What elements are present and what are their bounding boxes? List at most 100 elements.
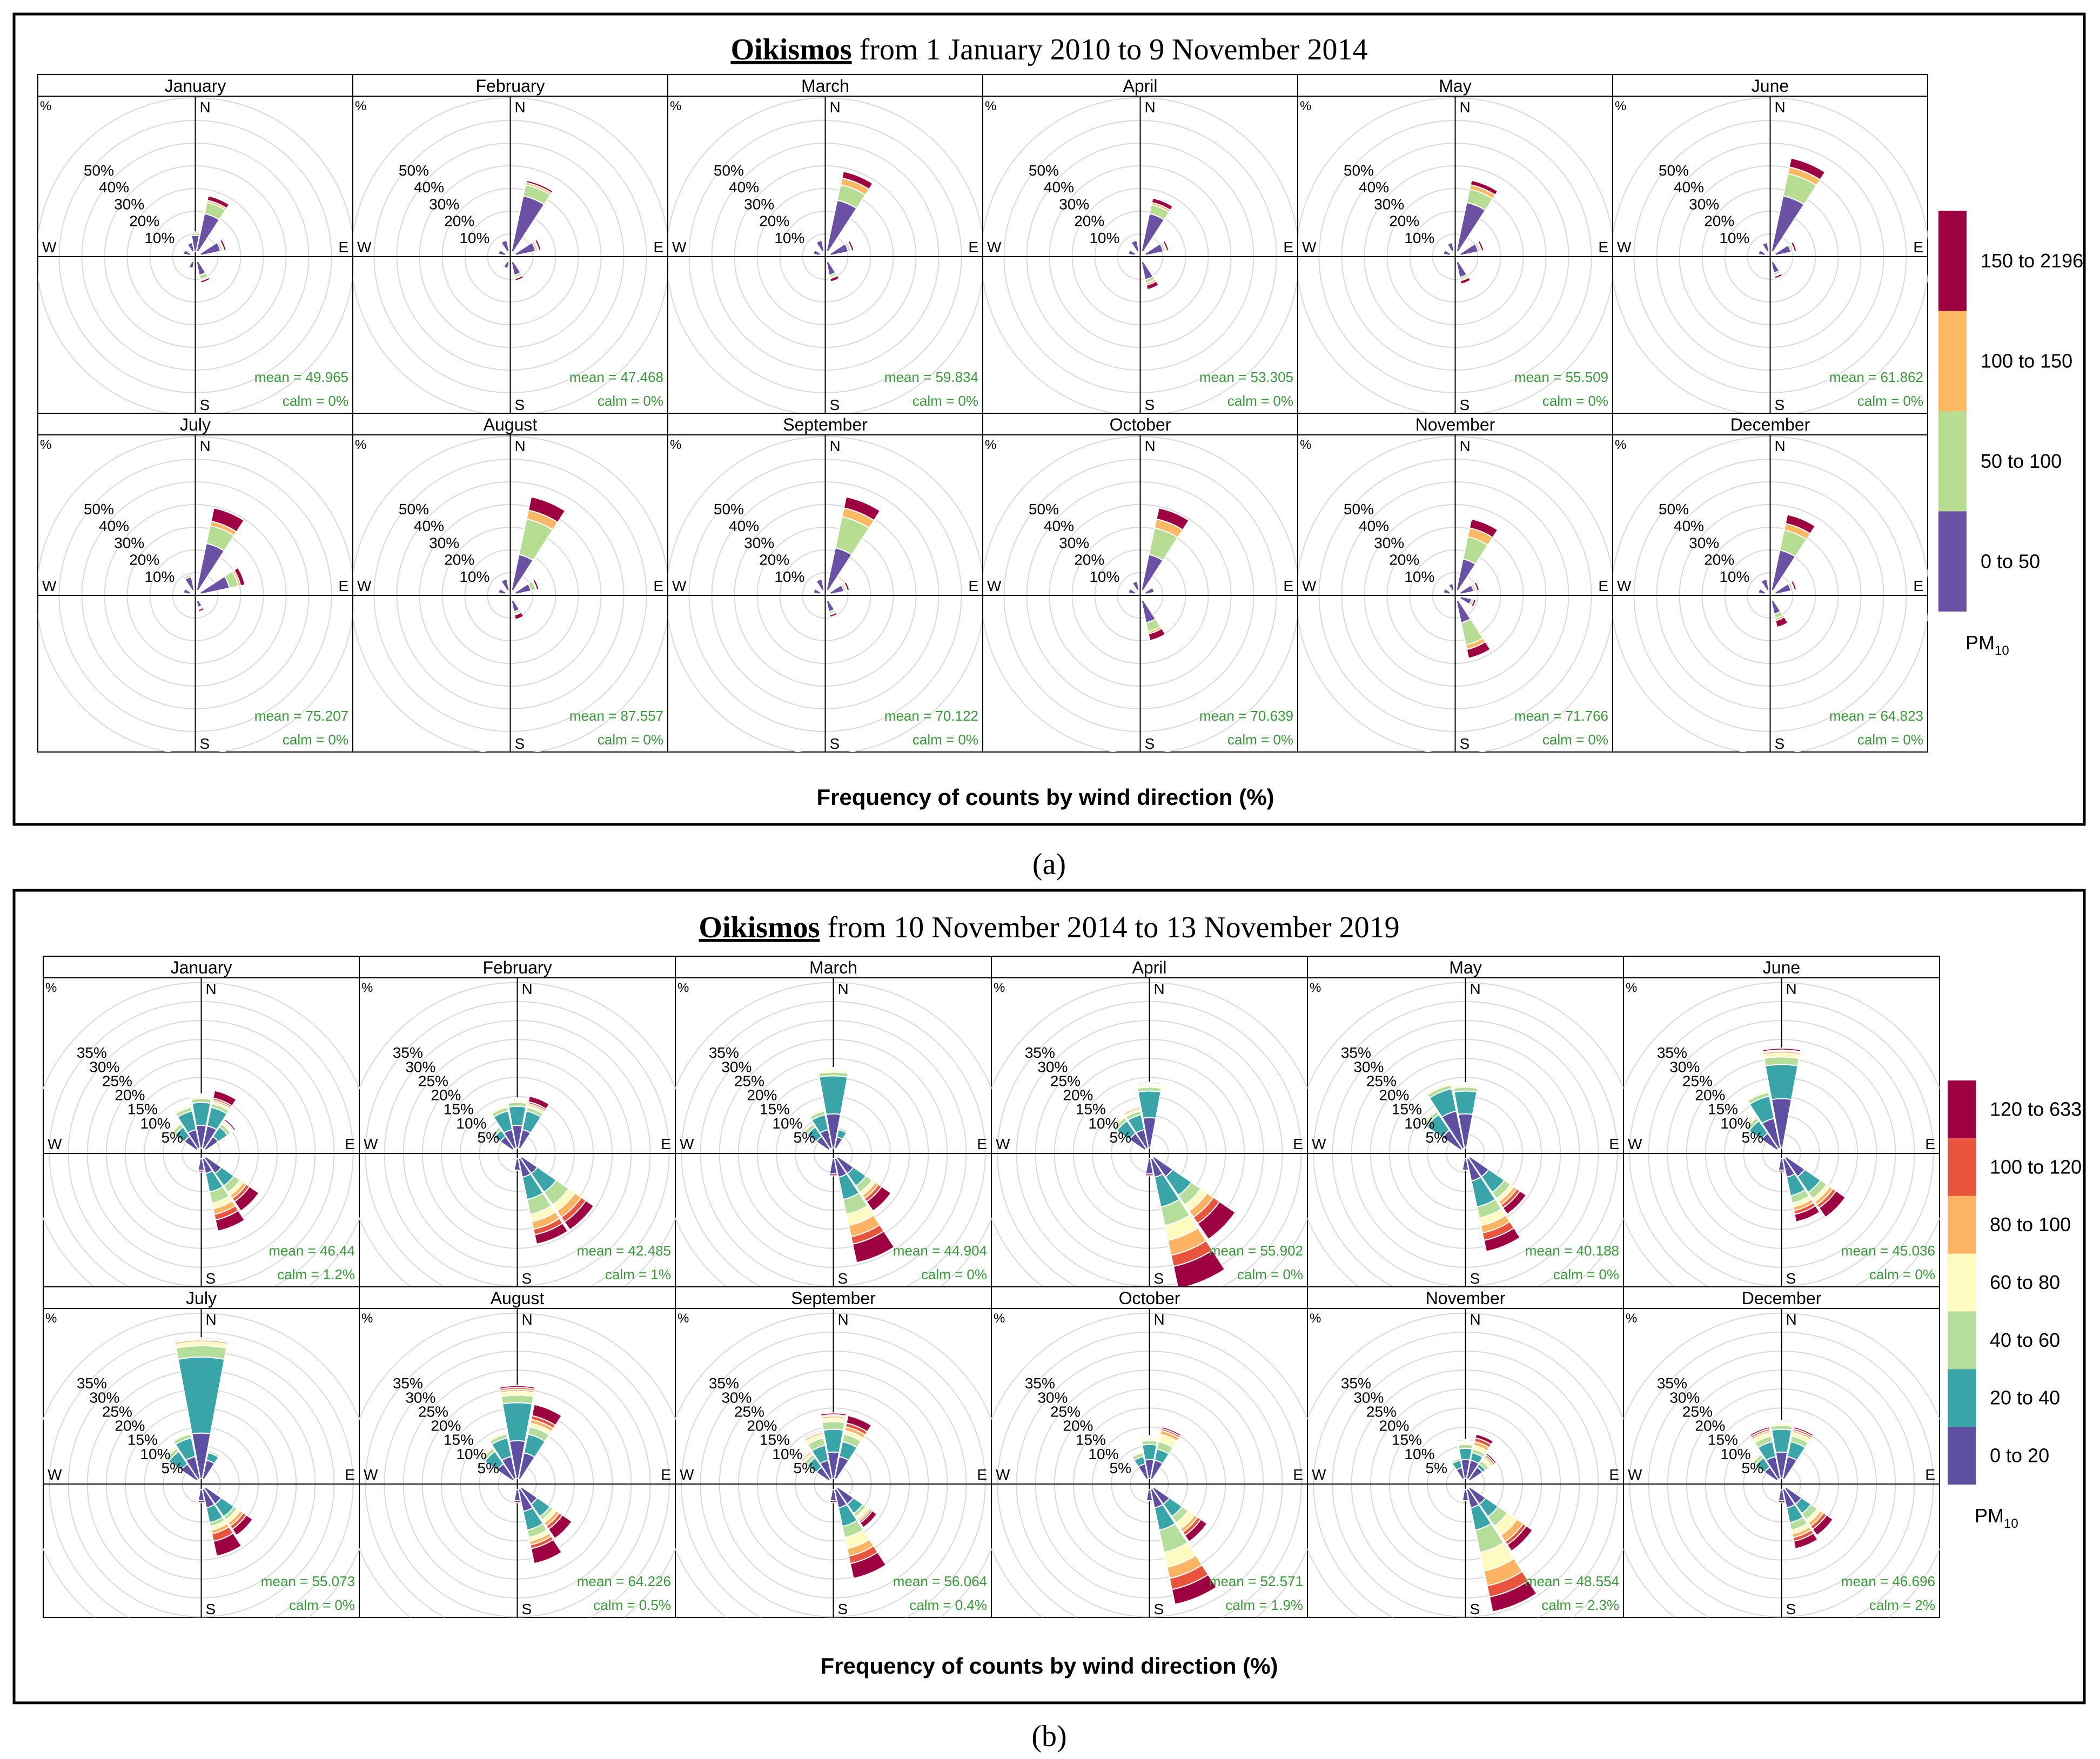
facet-strip [1623, 956, 1940, 978]
petal-segment [843, 581, 850, 592]
petal-segment [500, 238, 508, 244]
radial-tick-label: 30% [1037, 1058, 1068, 1075]
radial-tick-label: 20% [1695, 1087, 1725, 1104]
facet-calm: calm = 1% [605, 1266, 671, 1283]
radial-tick-label: 15% [760, 1432, 790, 1448]
petal-segment [172, 1102, 192, 1112]
legend-swatch [1948, 1427, 1976, 1485]
compass-s: S [1460, 397, 1470, 413]
compass-e: E [1283, 239, 1293, 256]
radial-tick-label: 30% [1669, 1389, 1700, 1406]
panel-b-frame [12, 889, 2086, 1704]
legend-title-main: PM [1965, 632, 1995, 654]
petal-segment [808, 1108, 825, 1118]
facet-calm: calm = 1.2% [277, 1266, 355, 1283]
petal-segment [1790, 241, 1797, 252]
petal-segment [534, 238, 542, 251]
compass-n: N [1154, 1311, 1165, 1328]
facet-calm: calm = 2% [1869, 1597, 1935, 1613]
legend-swatch [1938, 511, 1967, 612]
compass-e: E [1598, 239, 1608, 256]
panel-a-title-station: Oikismos [731, 33, 852, 66]
facet-month-label: August [484, 415, 538, 434]
radial-axis-symbol: % [1310, 981, 1321, 995]
radial-axis-symbol: % [361, 1311, 373, 1326]
radial-tick-label: 30% [744, 196, 774, 212]
compass-n: N [200, 99, 211, 116]
petal-segment [190, 231, 200, 234]
radial-tick-label: 40% [99, 179, 129, 196]
facet-november: November N E S W% 5%10%15%20%25%30%35% mean = … [1307, 1286, 1624, 1618]
petal-segment [1128, 249, 1137, 257]
facet-month-label: October [1119, 1288, 1180, 1308]
radial-tick-label: 20% [115, 1418, 145, 1434]
facet-calm: calm = 2.3% [1541, 1597, 1619, 1613]
radial-tick-label: 10% [1088, 1115, 1118, 1132]
petal-segment [1790, 580, 1797, 591]
radial-tick-label: 10% [1720, 1115, 1750, 1132]
facet-calm: calm = 0% [921, 1266, 987, 1283]
compass-s: S [206, 1601, 216, 1617]
compass-n: N [830, 438, 841, 454]
radial-tick-label: 20% [431, 1087, 461, 1104]
panel-a-legend: 0 to 50 50 to 100 100 to 150 150 to 2196 PM1… [1938, 211, 2083, 658]
radial-tick-label: 10% [1089, 568, 1119, 585]
facet-november: November N E S W% 10%20%30%40%50% mean = 71.76… [1297, 413, 1613, 753]
legend-swatch [1948, 1253, 1976, 1312]
petal-segment [1151, 586, 1156, 593]
facet-calm: calm = 0% [1869, 1266, 1935, 1283]
facet-calm: calm = 0.5% [593, 1597, 671, 1613]
radial-tick-label: 30% [1374, 534, 1404, 551]
facet-mean: mean = 59.834 [884, 369, 978, 385]
petal-segment [513, 1158, 521, 1171]
radial-tick-label: 20% [1695, 1418, 1725, 1434]
facet-mean: mean = 70.122 [884, 708, 978, 724]
radial-tick-label: 50% [84, 162, 114, 179]
radial-tick-label: 20% [1379, 1087, 1409, 1104]
panel-a-title: Oikismos from 1 January 2010 to 9 Novemb… [731, 33, 1368, 66]
compass-w: W [364, 1136, 378, 1152]
petal-segment [1488, 1580, 1538, 1613]
facet-month-label: December [1742, 1288, 1822, 1308]
petal-segment [1777, 1500, 1786, 1503]
radial-tick-label: 40% [1359, 179, 1389, 196]
petal-segment [1128, 588, 1137, 595]
petal-segment [514, 274, 525, 281]
radial-axis-symbol: % [1300, 99, 1311, 113]
compass-w: W [1312, 1136, 1326, 1152]
petal-segment [1775, 616, 1789, 628]
compass-n: N [1154, 981, 1165, 997]
caption-a: (a) [1032, 848, 1066, 881]
facet-month-label: April [1123, 76, 1157, 96]
radial-tick-label: 30% [114, 196, 144, 212]
compass-w: W [996, 1466, 1010, 1483]
radial-axis-symbol: % [670, 438, 681, 452]
facet-month-label: June [1752, 76, 1789, 96]
radial-tick-label: 20% [1704, 552, 1734, 568]
compass-n: N [522, 1311, 533, 1328]
petal-segment [1457, 1439, 1474, 1442]
compass-e: E [661, 1136, 671, 1152]
compass-e: E [1925, 1136, 1935, 1152]
radial-tick-label: 10% [456, 1115, 486, 1132]
compass-e: E [977, 1466, 987, 1483]
radial-tick-label: 20% [1063, 1087, 1093, 1104]
petal-segment [1764, 1064, 1799, 1100]
compass-w: W [1302, 239, 1317, 256]
facet-july: July N E S W% 10%20%30%40%50% mean = 75.207 cal… [37, 413, 353, 753]
radial-tick-label: 15% [444, 1101, 474, 1118]
facet-april: April N E S W% 10%20%30%40%50% mean = 53.305 ca… [982, 74, 1298, 414]
radial-tick-label: 35% [709, 1375, 739, 1392]
petal-segment [233, 567, 246, 587]
facet-strip [1623, 1286, 1940, 1309]
radial-tick-label: 10% [774, 230, 804, 246]
radial-tick-label: 30% [1374, 196, 1404, 212]
petal-segment [1172, 1249, 1226, 1287]
facet-calm: calm = 0% [1857, 731, 1923, 748]
compass-s: S [838, 1270, 848, 1287]
petal-segment [803, 1123, 816, 1136]
radial-tick-label: 30% [89, 1058, 119, 1075]
facet-mean: mean = 64.823 [1829, 708, 1923, 724]
radial-tick-label: 20% [1389, 552, 1419, 568]
petal-segment [1760, 577, 1768, 582]
